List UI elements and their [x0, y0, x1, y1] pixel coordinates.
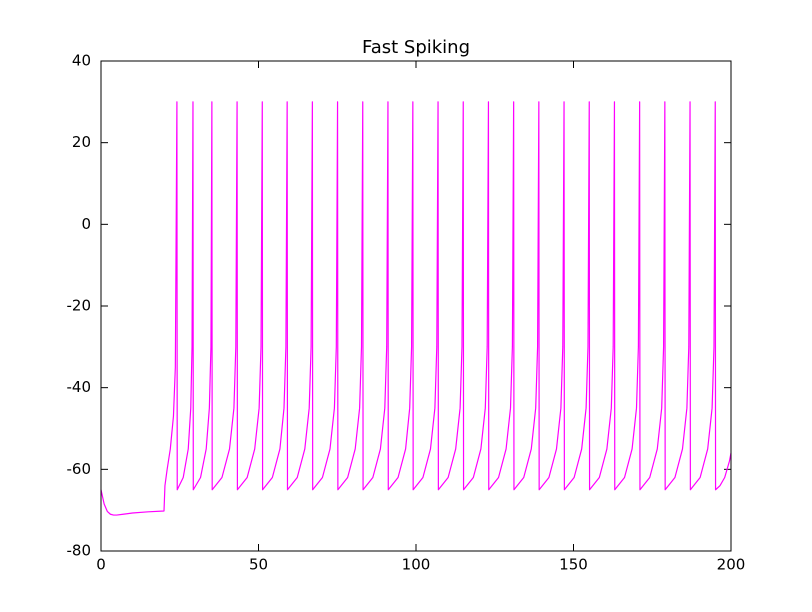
y-tick-label: -60	[67, 460, 92, 478]
y-tick-label: -40	[67, 378, 92, 396]
x-tick-label: 50	[249, 556, 268, 574]
x-tick-label: 0	[96, 556, 106, 574]
y-tick-label: 20	[72, 133, 91, 151]
axes-frame	[100, 60, 732, 552]
y-tick-label: -80	[67, 542, 92, 560]
line	[100, 101, 732, 516]
y-tick-label: 0	[81, 215, 91, 233]
chart-title: Fast Spiking	[362, 37, 470, 58]
x-tick-label: 200	[717, 556, 746, 574]
y-tick-label: -20	[67, 297, 92, 315]
x-tick-label: 150	[559, 556, 588, 574]
y-tick-label: 40	[72, 52, 91, 70]
x-tick-label: 100	[402, 556, 431, 574]
